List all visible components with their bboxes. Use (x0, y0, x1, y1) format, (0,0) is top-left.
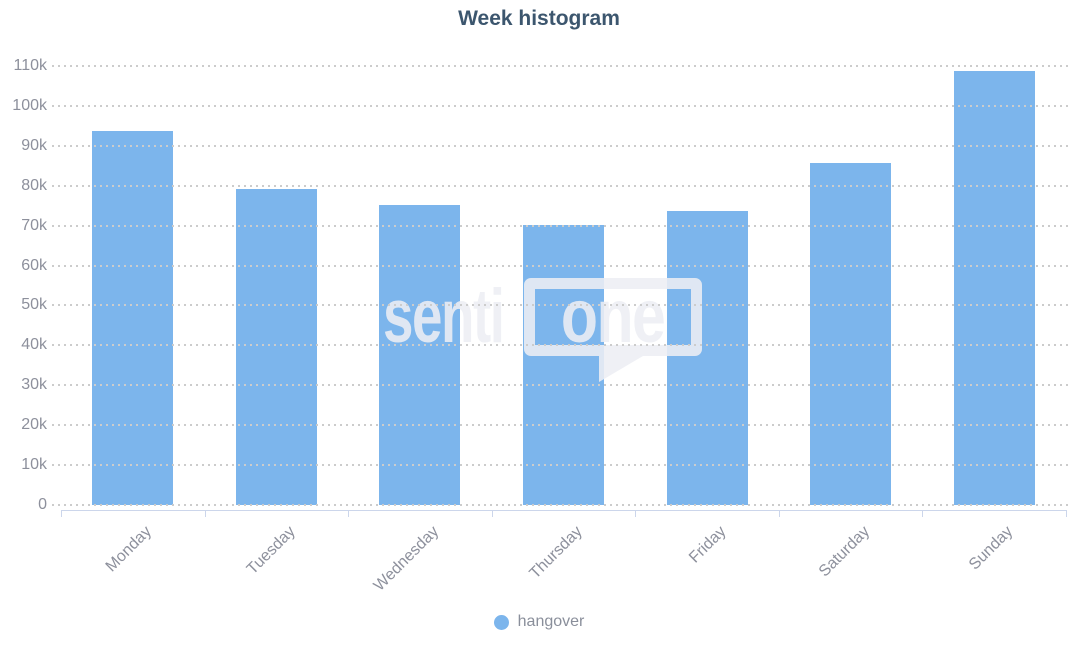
y-tick-label-100k: 100k (12, 96, 47, 114)
x-axis-tick (1066, 510, 1067, 517)
x-label-friday: Friday (685, 523, 730, 567)
y-tick-label-50k: 50k (21, 296, 47, 314)
x-label-sunday: Sunday (965, 523, 1017, 574)
bar-sunday[interactable] (952, 69, 1036, 505)
legend-item-hangover[interactable]: hangover (0, 607, 1078, 637)
x-label-monday: Monday (102, 523, 155, 576)
gridline-50k (52, 304, 1070, 307)
y-tick-label-70k: 70k (21, 216, 47, 234)
x-axis-tick (348, 510, 350, 517)
x-axis-tick (204, 510, 206, 517)
gridline-10k (52, 464, 1070, 467)
bar-monday[interactable] (91, 129, 175, 505)
y-tick-label-30k: 30k (21, 376, 47, 394)
gridline-60k (52, 264, 1070, 267)
x-axis-tick (635, 510, 637, 517)
gridline-20k (52, 424, 1070, 427)
x-axis-tick (491, 510, 493, 517)
x-label-wednesday: Wednesday (370, 523, 442, 595)
bar-saturday[interactable] (809, 161, 893, 505)
gridline-90k (52, 144, 1070, 147)
y-tick-label-40k: 40k (21, 336, 47, 354)
legend-marker-icon (493, 614, 509, 630)
y-tick-label-90k: 90k (21, 136, 47, 154)
gridline-80k (52, 184, 1070, 187)
watermark-bubble-tail (599, 356, 643, 382)
x-axis-tick (922, 510, 924, 517)
x-axis-line (61, 510, 1066, 511)
gridline-100k (52, 104, 1070, 107)
y-tick-label-10k: 10k (21, 456, 47, 474)
y-tick-label-0: 0 (38, 496, 47, 513)
y-tick-label-60k: 60k (21, 256, 47, 274)
gridline-40k (52, 344, 1070, 347)
x-axis-tick (778, 510, 780, 517)
y-tick-label-110k: 110k (13, 57, 47, 74)
gridline-70k (52, 224, 1070, 227)
bar-wednesday[interactable] (378, 203, 462, 505)
gridline-110k (52, 65, 1070, 67)
gridline-30k (52, 384, 1070, 387)
legend-label: hangover (517, 613, 585, 630)
y-tick-label-80k: 80k (21, 176, 47, 194)
x-label-saturday: Saturday (815, 523, 873, 581)
chart-title: Week histogram (458, 7, 620, 30)
x-axis-tick (61, 510, 62, 517)
bar-friday[interactable] (665, 209, 749, 505)
x-label-thursday: Thursday (526, 523, 586, 583)
x-label-tuesday: Tuesday (243, 523, 299, 578)
gridline-0 (52, 504, 1070, 506)
y-tick-label-20k: 20k (21, 416, 47, 434)
